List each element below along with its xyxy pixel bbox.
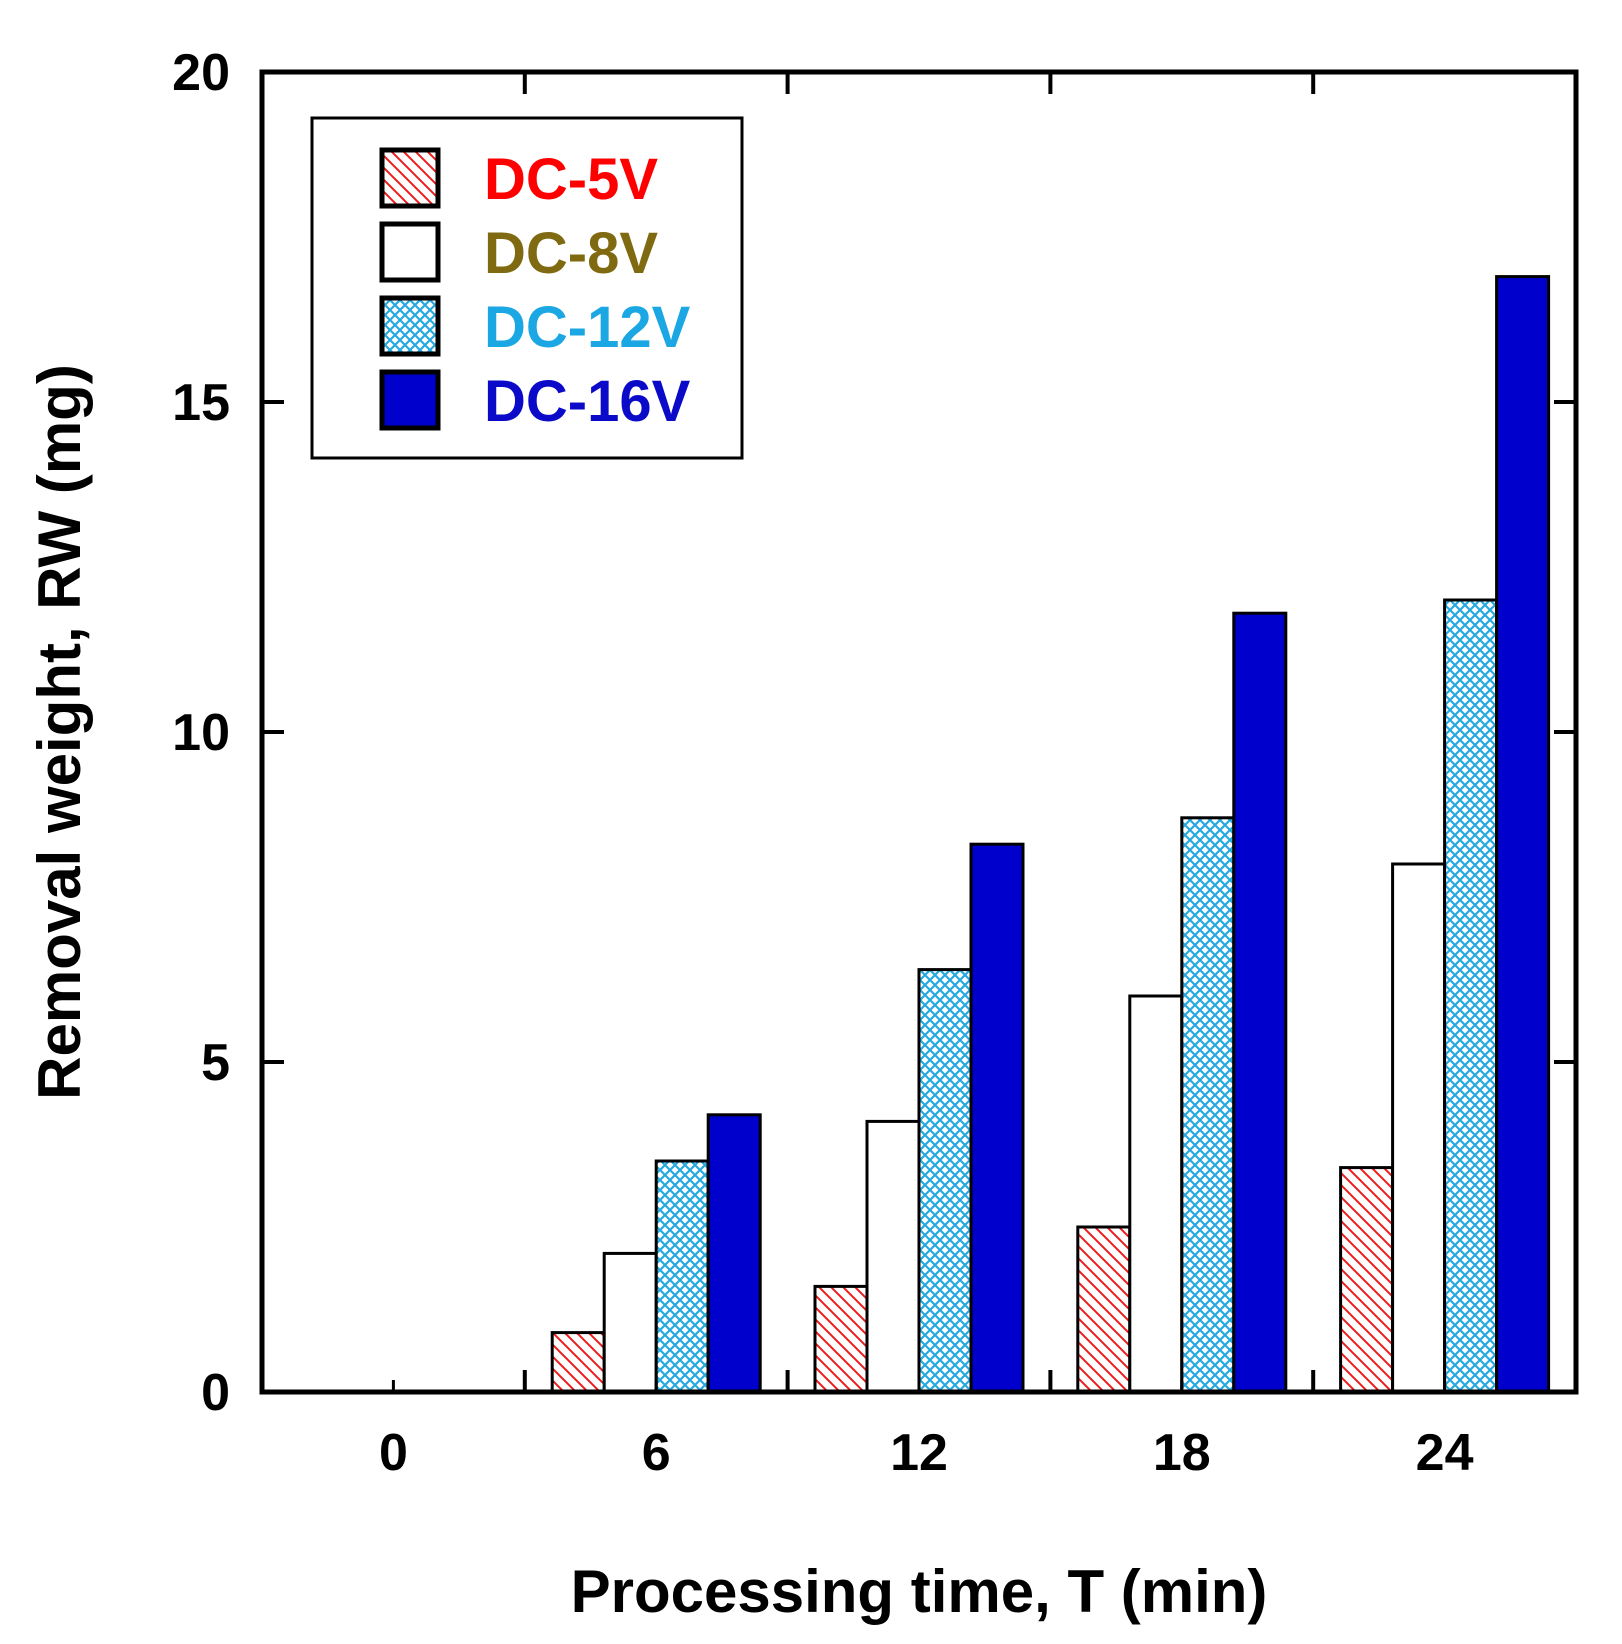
legend-swatch-dc-12v [379, 295, 441, 357]
y-tick-label: 20 [172, 44, 230, 102]
bar-dc-5v-t24 [1339, 1166, 1395, 1394]
y-tick-label: 10 [172, 704, 230, 762]
x-tick-label: 12 [890, 1424, 948, 1482]
bar-dc-5v-t12 [813, 1284, 869, 1394]
x-axis-title: Processing time, T (min) [571, 1558, 1268, 1625]
bar-dc-12v-t12 [917, 968, 973, 1394]
legend-swatch-dc-8v [379, 221, 441, 283]
y-axis-title: Removal weight, RW (mg) [26, 364, 93, 1100]
legend: DC-5V DC-8V DC-12V DC-16V [310, 116, 744, 460]
tick-labels-layer: 0 5 10 15 20 0 6 12 18 24 [172, 44, 1473, 1482]
x-tick-label: 18 [1153, 1424, 1211, 1482]
y-tick-label: 0 [201, 1364, 230, 1422]
bar-dc-16v-t18 [1232, 611, 1288, 1394]
bar-dc-8v-t12 [865, 1119, 921, 1394]
x-tick-label: 24 [1416, 1424, 1474, 1482]
bar-dc-5v-t6 [550, 1331, 606, 1394]
legend-label-dc-16v: DC-16V [484, 369, 691, 434]
legend-label-dc-8v: DC-8V [484, 221, 658, 286]
bar-dc-16v-t12 [969, 842, 1025, 1394]
bar-dc-8v-t6 [602, 1251, 658, 1394]
legend-label-dc-12v: DC-12V [484, 295, 691, 360]
legend-swatch-dc-5v [379, 147, 441, 209]
bar-dc-16v-t24 [1495, 275, 1551, 1394]
bar-dc-16v-t6 [706, 1113, 762, 1394]
x-tick-label: 0 [379, 1424, 408, 1482]
x-tick-label: 6 [642, 1424, 671, 1482]
bar-dc-12v-t24 [1443, 598, 1499, 1394]
axes-layer [259, 69, 1579, 1395]
bar-dc-8v-t24 [1391, 862, 1447, 1394]
legend-label-dc-5v: DC-5V [484, 147, 658, 212]
y-tick-label: 15 [172, 374, 230, 432]
bar-dc-8v-t18 [1128, 994, 1184, 1394]
bar-dc-5v-t18 [1076, 1225, 1132, 1394]
bar-dc-12v-t6 [654, 1159, 710, 1394]
bars-layer [550, 275, 1551, 1394]
bar-dc-12v-t18 [1180, 816, 1236, 1394]
y-tick-label: 5 [201, 1034, 230, 1092]
legend-swatch-dc-16v [379, 369, 441, 431]
